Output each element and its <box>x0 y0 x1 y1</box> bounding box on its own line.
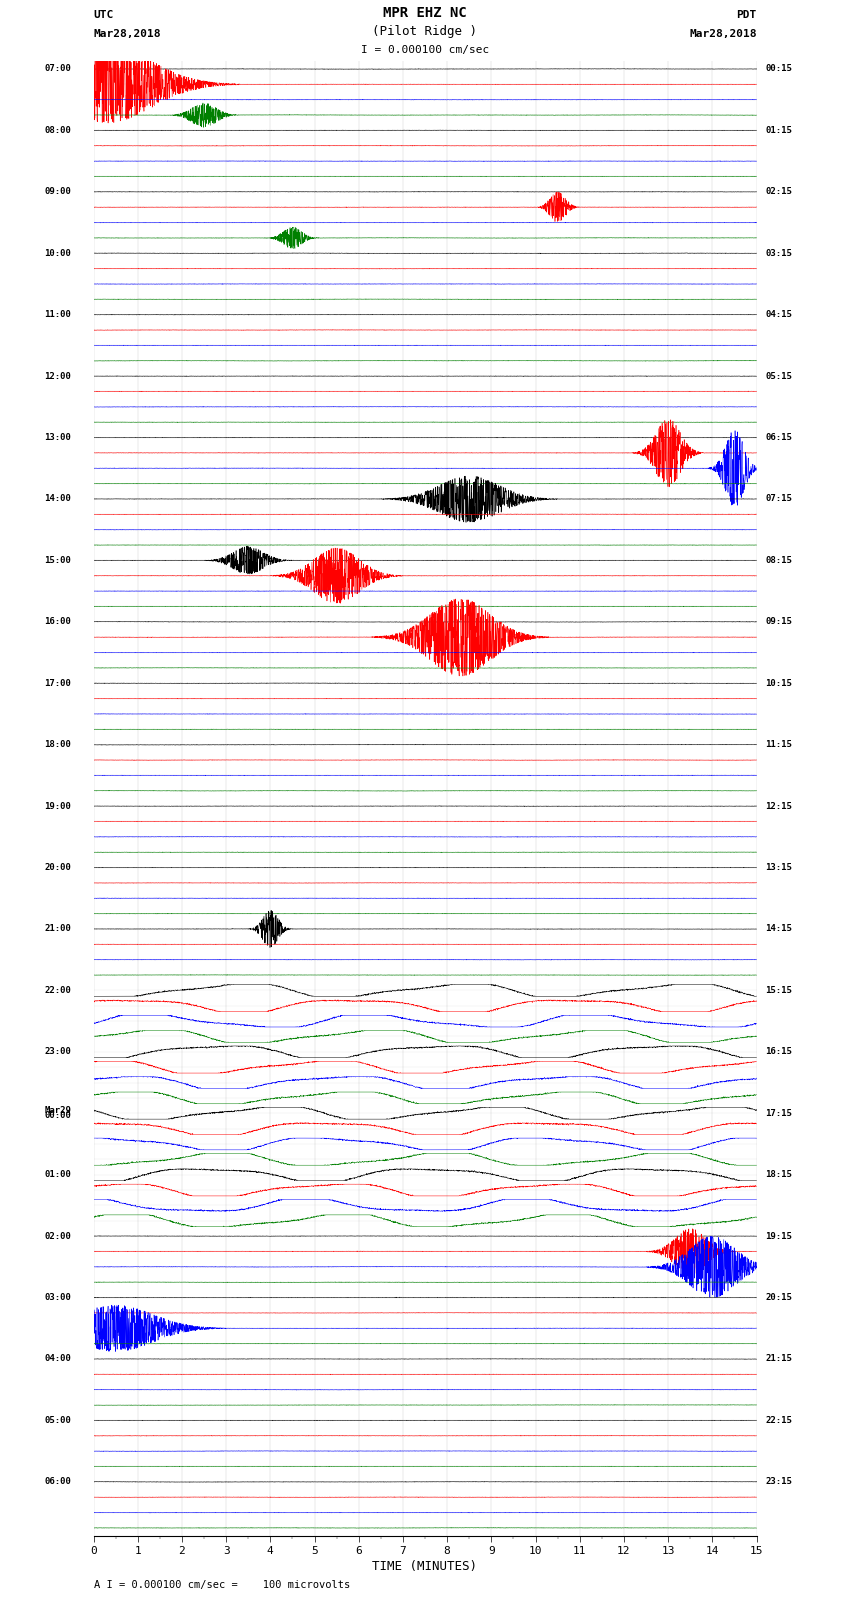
Text: 07:15: 07:15 <box>765 495 792 503</box>
Text: PDT: PDT <box>736 10 756 19</box>
Text: 00:15: 00:15 <box>765 65 792 74</box>
Text: 14:00: 14:00 <box>44 495 71 503</box>
Text: 16:00: 16:00 <box>44 618 71 626</box>
Text: 06:00: 06:00 <box>44 1478 71 1486</box>
Text: 02:15: 02:15 <box>765 187 792 197</box>
Text: 19:00: 19:00 <box>44 802 71 811</box>
Text: 04:00: 04:00 <box>44 1355 71 1363</box>
Text: 17:15: 17:15 <box>765 1108 792 1118</box>
Text: 13:15: 13:15 <box>765 863 792 873</box>
Text: 05:15: 05:15 <box>765 371 792 381</box>
Text: 19:15: 19:15 <box>765 1232 792 1240</box>
Text: 23:00: 23:00 <box>44 1047 71 1057</box>
Text: 11:00: 11:00 <box>44 310 71 319</box>
Text: 07:00: 07:00 <box>44 65 71 74</box>
Text: 02:00: 02:00 <box>44 1232 71 1240</box>
Text: 09:00: 09:00 <box>44 187 71 197</box>
Text: 08:00: 08:00 <box>44 126 71 135</box>
Text: 01:00: 01:00 <box>44 1169 71 1179</box>
Text: 21:00: 21:00 <box>44 924 71 934</box>
Text: 13:00: 13:00 <box>44 432 71 442</box>
Text: 14:15: 14:15 <box>765 924 792 934</box>
Text: 11:15: 11:15 <box>765 740 792 748</box>
Text: 22:15: 22:15 <box>765 1416 792 1424</box>
Text: 10:15: 10:15 <box>765 679 792 687</box>
Text: 20:15: 20:15 <box>765 1294 792 1302</box>
Text: Mar28,2018: Mar28,2018 <box>94 29 161 39</box>
Text: 09:15: 09:15 <box>765 618 792 626</box>
Text: Mar28,2018: Mar28,2018 <box>689 29 756 39</box>
Text: 06:15: 06:15 <box>765 432 792 442</box>
Text: 08:15: 08:15 <box>765 556 792 565</box>
Text: 00:00: 00:00 <box>44 1111 71 1119</box>
Text: 05:00: 05:00 <box>44 1416 71 1424</box>
Text: 03:00: 03:00 <box>44 1294 71 1302</box>
Text: UTC: UTC <box>94 10 114 19</box>
Text: A I = 0.000100 cm/sec =    100 microvolts: A I = 0.000100 cm/sec = 100 microvolts <box>94 1579 349 1590</box>
Text: 23:15: 23:15 <box>765 1478 792 1486</box>
Text: 01:15: 01:15 <box>765 126 792 135</box>
Text: MPR EHZ NC: MPR EHZ NC <box>383 6 467 19</box>
Text: I = 0.000100 cm/sec: I = 0.000100 cm/sec <box>361 45 489 55</box>
Text: 21:15: 21:15 <box>765 1355 792 1363</box>
Text: Mar29: Mar29 <box>44 1107 71 1116</box>
Text: 16:15: 16:15 <box>765 1047 792 1057</box>
Text: (Pilot Ridge ): (Pilot Ridge ) <box>372 24 478 37</box>
Text: 15:15: 15:15 <box>765 986 792 995</box>
Text: 15:00: 15:00 <box>44 556 71 565</box>
Text: 20:00: 20:00 <box>44 863 71 873</box>
Text: 22:00: 22:00 <box>44 986 71 995</box>
Text: 12:00: 12:00 <box>44 371 71 381</box>
Text: 03:15: 03:15 <box>765 248 792 258</box>
X-axis label: TIME (MINUTES): TIME (MINUTES) <box>372 1560 478 1573</box>
Text: 10:00: 10:00 <box>44 248 71 258</box>
Text: 04:15: 04:15 <box>765 310 792 319</box>
Text: 18:00: 18:00 <box>44 740 71 748</box>
Text: 18:15: 18:15 <box>765 1169 792 1179</box>
Text: 12:15: 12:15 <box>765 802 792 811</box>
Text: 17:00: 17:00 <box>44 679 71 687</box>
